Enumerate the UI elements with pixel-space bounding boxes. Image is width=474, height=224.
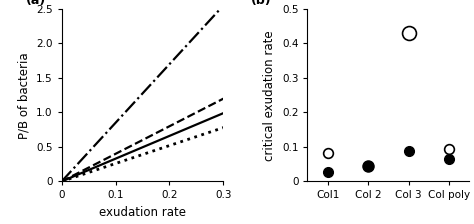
Y-axis label: P/B of bacteria: P/B of bacteria <box>18 52 30 138</box>
Text: (a): (a) <box>26 0 46 7</box>
Y-axis label: critical exudation rate: critical exudation rate <box>264 30 276 161</box>
Text: (b): (b) <box>251 0 272 7</box>
X-axis label: exudation rate: exudation rate <box>99 206 186 219</box>
